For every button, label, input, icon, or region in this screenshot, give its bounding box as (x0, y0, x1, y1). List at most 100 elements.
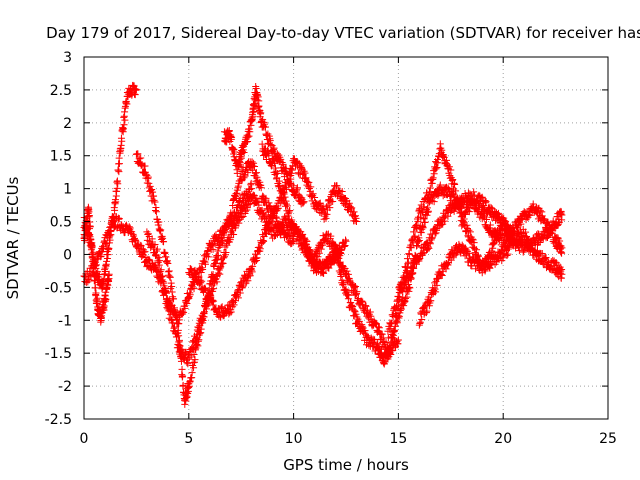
data-point (164, 259, 172, 267)
axis-ticks (83, 56, 609, 420)
data-point (254, 197, 262, 205)
data-point (512, 241, 520, 249)
data-point (447, 166, 455, 174)
data-point (315, 200, 323, 208)
data-point (184, 360, 192, 368)
data-point (157, 226, 165, 234)
data-point (137, 154, 145, 162)
data-point (352, 283, 360, 291)
data-point (326, 204, 334, 212)
data-point (216, 270, 224, 278)
data-point (483, 215, 491, 223)
data-point (388, 319, 396, 327)
y-tick-label: 0 (63, 247, 72, 263)
y-tick-label: 1.5 (50, 149, 72, 165)
data-point (305, 178, 313, 186)
y-tick-label: 0.5 (50, 215, 72, 231)
data-point (151, 198, 159, 206)
data-point (273, 205, 281, 213)
data-point (432, 288, 440, 296)
y-tick-label: -2 (58, 379, 72, 395)
data-point (436, 181, 444, 189)
data-point (257, 184, 265, 192)
data-point (409, 269, 417, 277)
data-point (245, 201, 253, 209)
data-point (397, 305, 405, 313)
data-point (351, 284, 359, 292)
data-point (199, 266, 207, 274)
data-point (403, 293, 411, 301)
data-point (134, 150, 142, 158)
data-point (421, 218, 429, 226)
data-point (494, 209, 502, 217)
data-point (282, 200, 290, 208)
data-point (111, 206, 119, 214)
data-point (267, 141, 275, 149)
data-point (362, 302, 370, 310)
data-point (244, 169, 252, 177)
data-point (166, 273, 174, 281)
x-tick-label: 25 (599, 431, 617, 447)
data-point (140, 248, 148, 256)
data-point (195, 272, 203, 280)
data-point (478, 269, 486, 277)
data-point (179, 372, 187, 380)
data-point (557, 208, 565, 216)
data-point (307, 250, 315, 258)
data-point (236, 289, 244, 297)
data-point (497, 230, 505, 238)
x-tick-labels: 0 5 10 15 20 25 (80, 431, 617, 447)
data-point (539, 235, 547, 243)
data-point (504, 228, 512, 236)
data-point (423, 211, 431, 219)
data-point (513, 224, 521, 232)
data-point (307, 183, 315, 191)
data-point (417, 213, 425, 221)
data-point (241, 207, 249, 215)
data-point (374, 339, 382, 347)
data-point (461, 252, 469, 260)
data-point (305, 184, 313, 192)
data-point (230, 301, 238, 309)
data-point (191, 356, 199, 364)
data-point (424, 207, 432, 215)
data-point (189, 345, 197, 353)
data-point (267, 230, 275, 238)
data-point (178, 345, 186, 353)
data-point (138, 253, 146, 261)
data-point (249, 112, 257, 120)
data-point (170, 295, 178, 303)
data-point (115, 168, 123, 176)
data-point (284, 170, 292, 178)
series-sat-g (220, 83, 308, 208)
data-point (261, 212, 269, 220)
data-point (348, 204, 356, 212)
data-point (274, 204, 282, 212)
data-point (143, 171, 151, 179)
data-point (375, 324, 383, 332)
data-point (91, 284, 99, 292)
data-point (226, 236, 234, 244)
data-point (526, 211, 534, 219)
data-point (425, 244, 433, 252)
data-point (235, 162, 243, 170)
chart-title: Day 179 of 2017, Sidereal Day-to-day VTE… (46, 24, 640, 42)
data-point (378, 330, 386, 338)
y-tick-label: 1 (63, 182, 72, 198)
data-point (88, 239, 96, 247)
data-point (137, 242, 145, 250)
data-point (91, 277, 99, 285)
data-point (426, 240, 434, 248)
data-point (433, 164, 441, 172)
data-point (85, 276, 93, 284)
data-point (460, 218, 468, 226)
data-point (419, 224, 427, 232)
data-point (408, 270, 416, 278)
data-point (482, 198, 490, 206)
data-point (233, 169, 241, 177)
data-point (408, 263, 416, 271)
data-point (331, 247, 339, 255)
data-point (236, 159, 244, 167)
data-point (465, 226, 473, 234)
data-point (325, 264, 333, 272)
